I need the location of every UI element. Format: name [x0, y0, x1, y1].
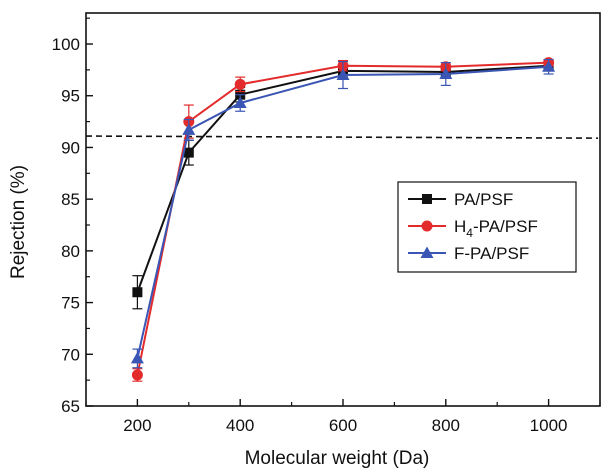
legend-label: H4-PA/PSF: [454, 217, 538, 240]
y-tick-label: 100: [52, 35, 80, 54]
x-tick-label: 1000: [530, 416, 568, 435]
data-point: [131, 369, 143, 381]
series-layer: [130, 57, 556, 382]
y-axis: 65 70 75 80 85 90 95 100: [52, 17, 93, 416]
y-tick-label: 85: [61, 190, 80, 209]
y-tick-label: 95: [61, 87, 80, 106]
data-point: [439, 67, 453, 80]
legend-label: F-PA/PSF: [454, 244, 529, 263]
data-point: [542, 60, 556, 72]
legend-marker: [422, 194, 432, 204]
reference-dashed-line: [85, 135, 599, 139]
x-tick-label: 200: [123, 416, 151, 435]
x-tick-label: 600: [329, 416, 357, 435]
data-point: [132, 287, 143, 298]
y-tick-label: 80: [61, 242, 80, 261]
y-tick-label: 75: [61, 294, 80, 313]
data-point: [182, 123, 196, 135]
data-point: [336, 68, 350, 81]
legend-marker: [420, 246, 434, 258]
series-line: [136, 65, 549, 359]
y-tick-label: 65: [61, 397, 80, 416]
x-tick-label: 800: [432, 416, 460, 435]
data-point: [183, 147, 194, 158]
legend: PA/PSF H4-PA/PSF F-PA/PSF: [397, 181, 577, 273]
legend-marker: [421, 220, 433, 232]
data-point: [234, 78, 246, 90]
x-tick-label: 400: [226, 416, 254, 435]
series-triangle: [130, 58, 556, 369]
x-axis-title: Molecular weight (Da): [245, 448, 430, 469]
series-line: [136, 64, 549, 293]
y-axis-title: Rejection (%): [8, 165, 29, 279]
legend-label: PA/PSF: [454, 190, 513, 209]
x-axis: 200 400 600 800 1000: [85, 399, 601, 435]
data-point: [130, 351, 144, 364]
y-tick-label: 70: [61, 345, 80, 364]
y-tick-label: 90: [61, 138, 80, 157]
data-point: [233, 96, 247, 108]
reference-line-layer: [85, 135, 599, 139]
